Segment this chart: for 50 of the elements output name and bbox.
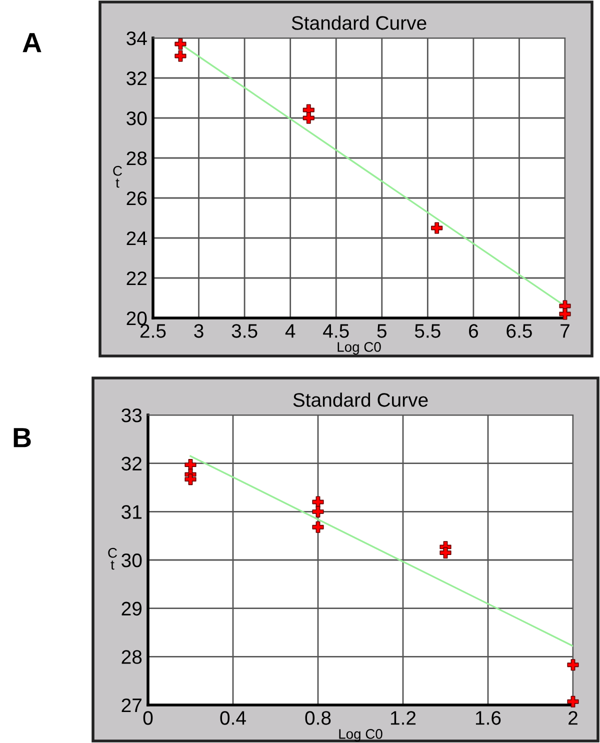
y-tick-label: 27 — [122, 698, 142, 712]
point — [184, 473, 196, 486]
text: B — [14, 428, 31, 448]
y-tick-label: 34 — [126, 31, 147, 46]
point — [312, 506, 324, 518]
x-tick-label: 3 — [194, 324, 204, 338]
y-tick-label: 33 — [122, 408, 142, 422]
x-tick-label: 0.8 — [305, 711, 331, 725]
x-tick-label: 2 — [568, 711, 578, 725]
y-tick-label: 28 — [126, 151, 147, 166]
point — [302, 112, 314, 124]
x-tick-label: 0.4 — [220, 711, 246, 725]
text: A — [22, 33, 42, 52]
y-tick-label: 22 — [126, 271, 146, 286]
point — [567, 659, 579, 671]
point — [174, 38, 186, 50]
x-tick-label: 7 — [560, 324, 570, 338]
x-tick-label: 2.5 — [140, 324, 166, 338]
y-tick-label: 31 — [122, 505, 142, 519]
point — [440, 546, 452, 559]
y-tick-label: 28 — [122, 650, 142, 664]
x-tick-label: 6 — [469, 324, 478, 338]
chart-title: Standard Curve — [292, 16, 426, 30]
y-tick-label: 30 — [122, 553, 142, 568]
x-tick-label: 4.5 — [323, 324, 349, 338]
point — [312, 521, 324, 533]
x-tick-label: 6.5 — [506, 324, 532, 338]
y-tick-label: 24 — [126, 231, 147, 246]
y-axis-title: C t — [113, 166, 122, 188]
y-tick-label: 32 — [122, 456, 142, 471]
x-tick-label: 0 — [143, 711, 153, 725]
y-axis-title: C t — [108, 548, 117, 570]
x-axis-title: Log C0 — [338, 342, 381, 355]
point — [559, 308, 571, 320]
x-tick-label: 4 — [285, 324, 296, 338]
y-tick-label: 30 — [126, 111, 147, 126]
y-tick-label: 29 — [122, 602, 142, 616]
x-tick-label: 5 — [377, 324, 386, 338]
x-tick-label: 1.2 — [390, 711, 416, 725]
x-tick-label: 1.6 — [476, 711, 501, 725]
y-tick-label: 20 — [126, 311, 147, 326]
point — [174, 50, 186, 62]
chart-title: Standard Curve — [293, 392, 428, 407]
y-tick-label: 26 — [126, 191, 147, 206]
point — [431, 222, 443, 234]
x-tick-label: 5.5 — [414, 324, 440, 338]
point — [567, 696, 579, 708]
x-axis-title: Log C0 — [339, 729, 382, 742]
x-tick-label: 3.5 — [232, 324, 258, 338]
y-tick-label: 32 — [126, 71, 146, 86]
